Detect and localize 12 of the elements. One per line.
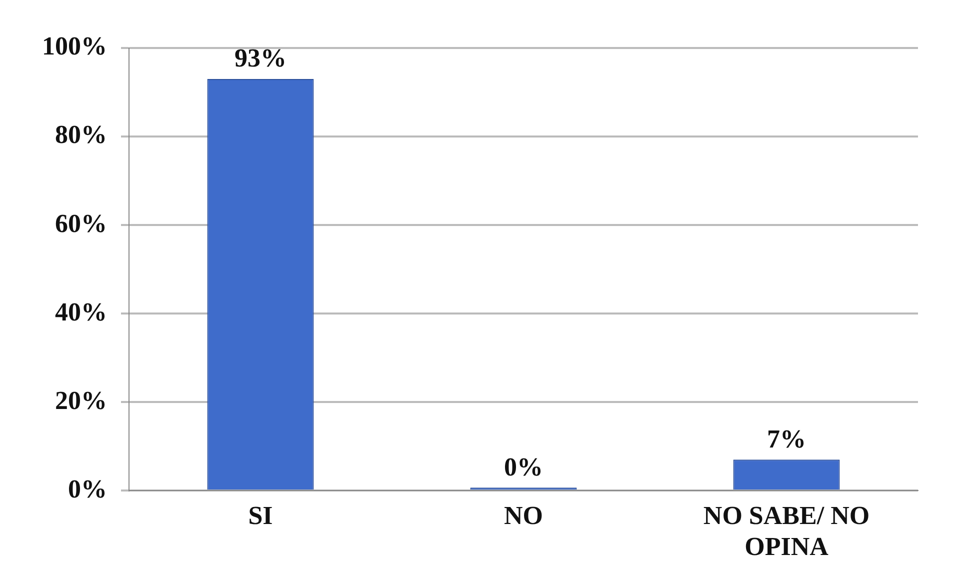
y-tick-label: 100% — [42, 32, 107, 61]
y-tick-label: 60% — [55, 208, 107, 238]
y-tick-label: 80% — [55, 120, 107, 150]
y-tick-label: 20% — [55, 386, 107, 415]
x-tick-label: NO SABE/ NO OPINA — [703, 500, 870, 562]
data-label: 0% — [504, 452, 543, 482]
x-tick-label: NO — [504, 500, 543, 530]
data-label: 7% — [767, 424, 806, 454]
x-tick-label: SI — [248, 500, 273, 530]
data-label: 93% — [234, 44, 286, 73]
y-tick-label: 0% — [68, 474, 107, 504]
y-tick-label: 40% — [55, 297, 107, 326]
